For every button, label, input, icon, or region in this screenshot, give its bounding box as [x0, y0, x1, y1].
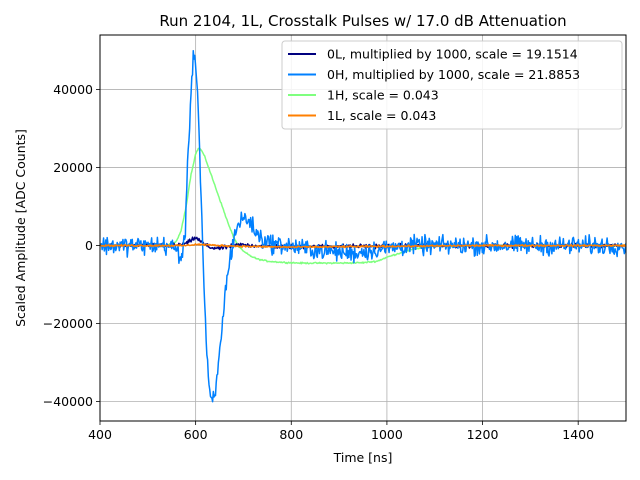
plot-frame	[99, 34, 627, 422]
legend-box	[281, 40, 623, 130]
series-lines	[100, 49, 626, 403]
x-tick-label: 1000	[371, 427, 403, 442]
x-tick-label: 400	[88, 427, 112, 442]
y-tick-label: 40000	[53, 82, 93, 97]
series-line-3	[100, 243, 626, 249]
x-tick-label: 800	[279, 427, 303, 442]
legend-label: 0L, multiplied by 1000, scale = 19.1514	[327, 47, 578, 62]
y-axis-label: Scaled Amplitude [ADC Counts]	[13, 129, 28, 327]
legend-label: 1H, scale = 0.043	[327, 88, 439, 103]
y-tick-label: −20000	[43, 316, 93, 331]
y-tick-label: −40000	[43, 394, 93, 409]
x-tick-label: 1400	[562, 427, 594, 442]
x-tick-label: 1200	[467, 427, 499, 442]
legend-label: 0H, multiplied by 1000, scale = 21.8853	[327, 67, 580, 82]
y-tick-label: 20000	[53, 160, 93, 175]
legend: 0L, multiplied by 1000, scale = 19.1514 0…	[281, 40, 623, 130]
chart-title: Run 2104, 1L, Crosstalk Pulses w/ 17.0 d…	[159, 12, 566, 30]
y-tick-label: 0	[85, 238, 93, 253]
x-tick-label: 600	[184, 427, 208, 442]
legend-label: 1L, scale = 0.043	[327, 108, 436, 123]
x-axis-label: Time [ns]	[333, 450, 393, 465]
axis-ticks: 400 600 800 1000 1200 1400 −40000 −20000 0 20000 4…	[43, 82, 594, 442]
